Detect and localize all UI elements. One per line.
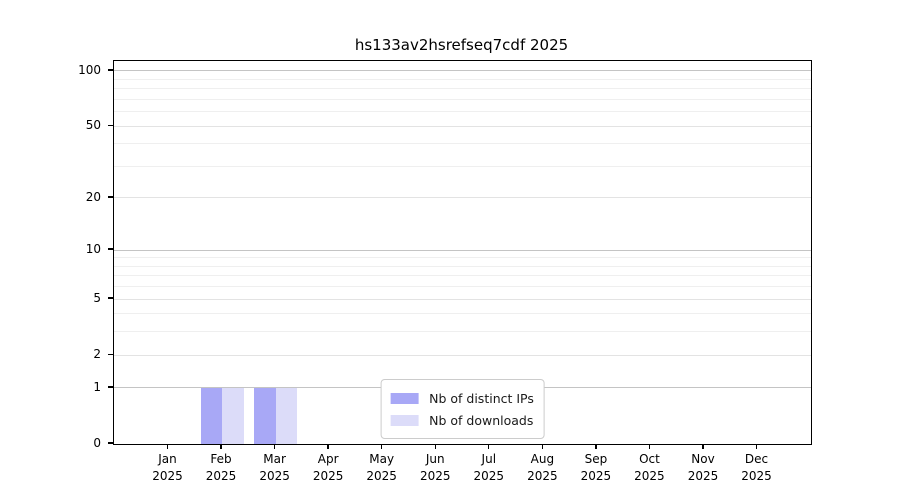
x-tick-label: May 2025: [366, 452, 397, 483]
x-tick-label: Oct 2025: [634, 452, 665, 483]
y-tick-label: 0: [93, 436, 101, 450]
minor-gridline: [114, 286, 811, 288]
minor-gridline: [114, 165, 811, 167]
legend-label: Nb of distinct IPs: [429, 390, 534, 406]
minor-gridline: [114, 78, 811, 80]
minor-gridline: [114, 257, 811, 259]
x-tick-mark: [273, 444, 276, 449]
y-tick-mark: [108, 248, 113, 250]
x-tick-label: Dec 2025: [741, 452, 772, 483]
x-tick-label: Sep 2025: [580, 452, 612, 483]
minor-gridline: [114, 111, 811, 113]
x-tick-mark: [595, 444, 597, 449]
y-tick-mark: [108, 353, 113, 355]
minor-gridline: [114, 265, 811, 267]
legend-label: Nb of downloads: [429, 412, 534, 428]
legend-row: Nb of distinct IPs: [390, 387, 534, 409]
y-tick-mark: [108, 386, 113, 388]
bar-feb-2025-s1: [222, 387, 244, 444]
x-tick-label: Jan 2025: [152, 452, 183, 483]
x-tick-label: Aug 2025: [527, 452, 558, 483]
legend-swatch-icon: [390, 414, 419, 426]
y-tick-label: 50: [85, 118, 101, 133]
gridline: [114, 125, 811, 127]
legend: Nb of distinct IPs Nb of downloads: [380, 379, 545, 439]
gridline: [114, 197, 811, 199]
minor-gridline: [114, 98, 811, 100]
x-tick-label: Jul 2025: [473, 452, 505, 483]
x-tick-mark: [541, 444, 544, 449]
y-tick-label: 1: [93, 379, 101, 394]
x-tick-label: Feb 2025: [205, 452, 237, 483]
chart-title: hs133av2hsrefseq7cdf 2025: [354, 36, 569, 54]
legend-swatch-icon: [390, 392, 419, 404]
x-tick-mark: [648, 444, 651, 449]
minor-gridline: [114, 143, 811, 145]
y-tick-mark: [108, 124, 113, 126]
decade-gridline: [114, 70, 811, 72]
x-tick-label: Mar 2025: [259, 452, 290, 483]
plot-area: Nb of distinct IPs Nb of downloads: [113, 60, 812, 445]
x-tick-mark: [381, 444, 383, 449]
bar-feb-2025-s0: [200, 387, 223, 444]
minor-gridline: [114, 331, 811, 333]
minor-gridline: [114, 88, 811, 90]
x-tick-mark: [166, 444, 169, 449]
x-tick-mark: [488, 444, 490, 449]
y-tick-label: 100: [78, 62, 101, 77]
x-tick-mark: [220, 444, 222, 449]
legend-row: Nb of downloads: [390, 409, 534, 431]
y-tick-label: 20: [85, 189, 101, 204]
minor-gridline: [114, 275, 811, 277]
bar-mar-2025-s1: [275, 387, 298, 444]
x-tick-mark: [702, 444, 704, 449]
y-tick-mark: [108, 297, 113, 299]
gridline: [114, 354, 811, 356]
y-tick-label: 2: [93, 347, 101, 362]
y-tick-label: 10: [85, 242, 101, 257]
x-tick-label: Nov 2025: [687, 452, 719, 483]
y-tick-label: 5: [93, 291, 101, 306]
x-tick-mark: [755, 444, 758, 449]
minor-gridline: [114, 313, 811, 315]
x-tick-label: Jun 2025: [419, 452, 451, 483]
x-tick-mark: [327, 444, 329, 449]
gridline: [114, 298, 811, 300]
x-tick-label: Apr 2025: [312, 452, 344, 483]
y-tick-mark: [108, 442, 113, 444]
decade-gridline: [114, 249, 811, 251]
bar-mar-2025-s0: [254, 387, 276, 444]
x-tick-mark: [434, 444, 436, 449]
y-tick-mark: [108, 69, 113, 71]
y-tick-mark: [108, 196, 113, 198]
